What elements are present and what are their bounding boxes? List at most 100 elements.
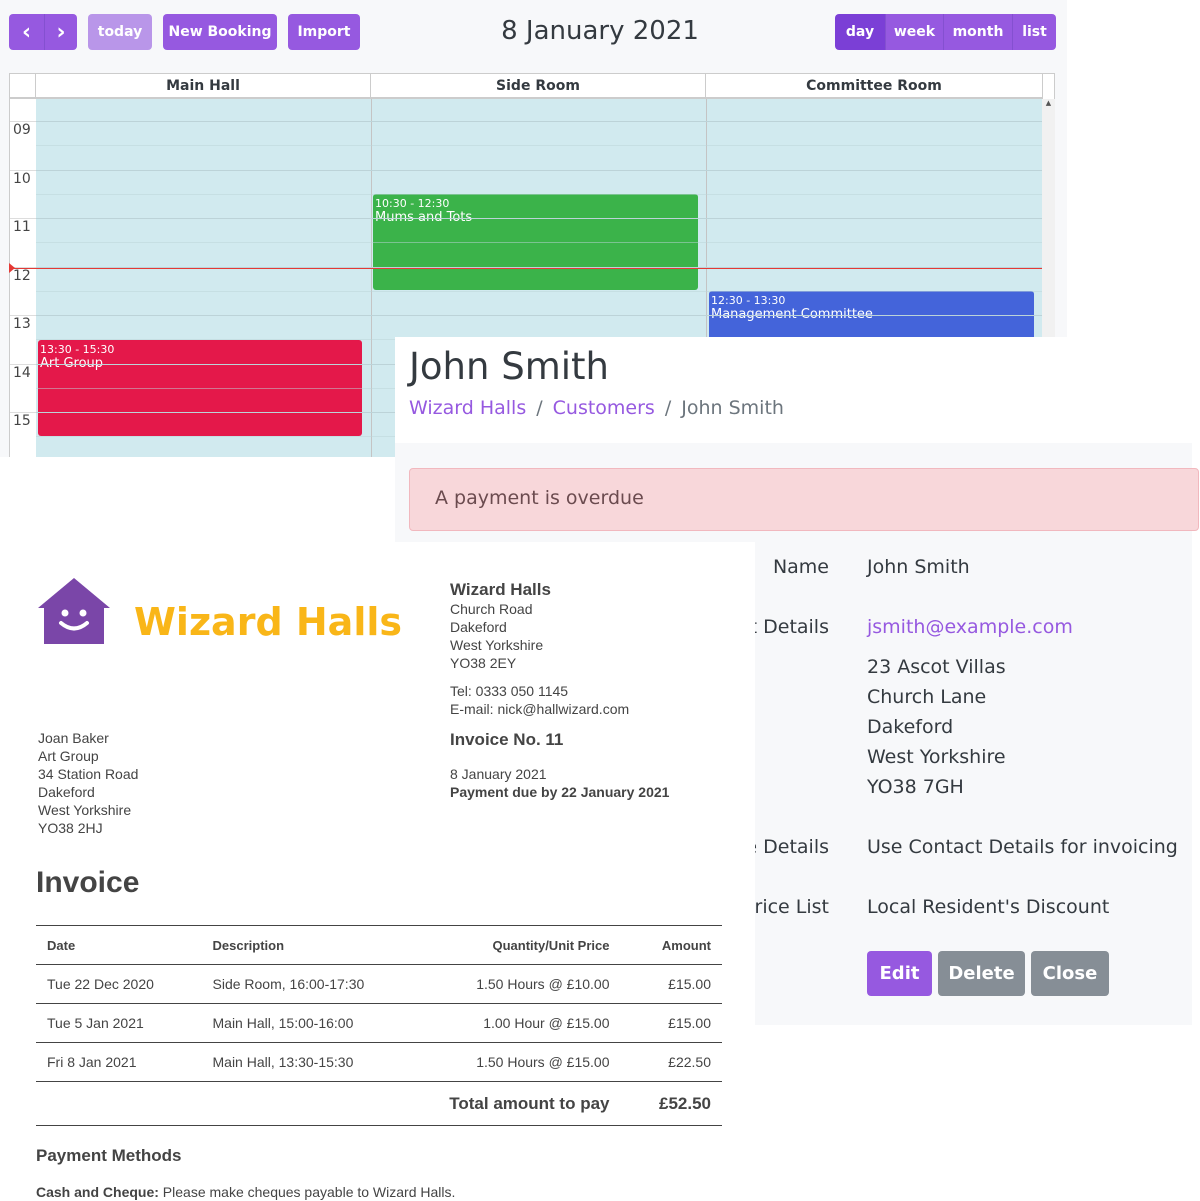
resource-header-side-room: Side Room <box>371 74 706 99</box>
company-email: E-mail: nick@hallwizard.com <box>450 701 630 717</box>
company-address: Church Road Dakeford West Yorkshire YO38 2E… <box>450 600 629 718</box>
breadcrumb-customers[interactable]: Customers <box>552 397 655 419</box>
half-hour-line <box>36 145 1042 147</box>
name-label: Name <box>772 556 829 578</box>
breadcrumb: Wizard Halls / Customers / John Smith <box>409 397 784 419</box>
column-header: Description <box>200 925 423 965</box>
half-hour-line <box>36 290 1042 292</box>
delete-button[interactable]: Delete <box>938 951 1025 996</box>
hour-label: 14 <box>10 363 36 413</box>
invoice-number: Invoice No. 11 <box>450 730 564 749</box>
invoice-table: Date Description Quantity/Unit Price Amount… <box>36 925 722 1126</box>
address-line: West Yorkshire <box>867 746 1006 768</box>
chevron-left-icon: ‹ <box>21 19 32 45</box>
breadcrumb-wizard-halls[interactable]: Wizard Halls <box>409 397 527 419</box>
invoice-date: 8 January 2021 <box>450 766 547 782</box>
cell-amount: £15.00 <box>620 964 722 1004</box>
resource-header-main-hall: Main Hall <box>36 74 371 99</box>
column-divider <box>371 99 372 457</box>
cash-text: Please make cheques payable to Wizard Ha… <box>158 1184 456 1200</box>
price-list-label: Price List <box>743 896 829 918</box>
cell-amount: £22.50 <box>620 1042 722 1082</box>
company-name: Wizard Halls <box>450 580 551 599</box>
customer-header: John Smith Wizard Halls / Customers / John S… <box>395 337 1192 443</box>
hour-label: 12 <box>10 266 36 316</box>
event-title: Mums and Tots <box>375 210 473 225</box>
column-header: Amount <box>620 925 722 965</box>
import-button[interactable]: Import <box>288 14 360 50</box>
chevron-right-icon: › <box>56 19 66 45</box>
address-line: Dakeford <box>450 619 507 635</box>
now-indicator <box>10 268 1042 269</box>
logo-text: Wizard Halls <box>134 600 402 644</box>
prev-button[interactable]: ‹ <box>9 14 44 50</box>
address-line: West Yorkshire <box>38 802 132 818</box>
wizard-halls-logo-icon <box>38 578 110 644</box>
name-value: John Smith <box>867 556 970 578</box>
address-line: Dakeford <box>38 784 95 800</box>
view-list-button[interactable]: list <box>1012 14 1056 50</box>
time-column-header <box>10 74 36 99</box>
cash-label: Cash and Cheque: <box>36 1184 159 1200</box>
cell-description: Main Hall, 13:30-15:30 <box>200 1042 423 1082</box>
calendar-title: 8 January 2021 <box>501 16 699 46</box>
hour-line <box>36 266 1042 268</box>
address-line: YO38 7GH <box>867 776 964 798</box>
hour-label: 15 <box>10 412 36 457</box>
hour-label: 09 <box>10 121 36 170</box>
payment-methods-heading: Payment Methods <box>36 1146 182 1165</box>
event-title: Management Committee <box>711 307 873 322</box>
cell-date: Tue 5 Jan 2021 <box>36 1003 201 1043</box>
overdue-alert: A payment is overdue <box>409 468 1199 531</box>
hour-label: 11 <box>10 218 36 267</box>
next-button[interactable]: › <box>44 14 77 50</box>
total-row: Total amount to pay £52.50 <box>36 1081 722 1126</box>
address-line: Dakeford <box>867 716 954 738</box>
cell-date: Fri 8 Jan 2021 <box>36 1042 201 1082</box>
address-line: Church Road <box>450 601 533 617</box>
cell-quantity: 1.00 Hour @ £15.00 <box>422 1003 621 1043</box>
event-time: 12:30 - 13:30 <box>711 294 786 307</box>
invoice-document: Wizard Halls Wizard Halls Church Road Dak… <box>0 542 755 1200</box>
address-line: Art Group <box>38 748 99 764</box>
hour-label: 10 <box>10 169 36 219</box>
address-line: YO38 2EY <box>450 655 517 671</box>
cell-quantity: 1.50 Hours @ £10.00 <box>422 964 621 1004</box>
new-booking-button[interactable]: New Booking <box>163 14 277 50</box>
close-button[interactable]: Close <box>1031 951 1109 996</box>
view-month-button[interactable]: month <box>943 14 1012 50</box>
today-button[interactable]: today <box>88 14 152 50</box>
invoice-details-value: Use Contact Details for invoicing <box>867 836 1178 858</box>
column-header: Date <box>36 925 201 965</box>
half-hour-line <box>36 193 1042 195</box>
column-header: Quantity/Unit Price <box>422 925 621 965</box>
cell-quantity: 1.50 Hours @ £15.00 <box>422 1042 621 1082</box>
company-tel: Tel: 0333 050 1145 <box>450 683 569 699</box>
resource-header-committee-room: Committee Room <box>706 74 1043 99</box>
recipient-address: Joan Baker Art Group 34 Station Road Dakefo… <box>38 729 138 837</box>
address-line: 23 Ascot Villas <box>867 656 1006 678</box>
event-mums-and-tots[interactable]: 10:30 - 12:30 Mums and Tots <box>373 194 698 290</box>
breadcrumb-current: John Smith <box>681 397 784 419</box>
table-header: Date Description Quantity/Unit Price Amount <box>36 925 722 965</box>
address-line: Church Lane <box>867 686 987 708</box>
now-arrow-icon <box>9 263 15 273</box>
view-week-button[interactable]: week <box>885 14 943 50</box>
address-line: 34 Station Road <box>38 766 139 782</box>
half-hour-line <box>36 242 1042 244</box>
table-row: Tue 5 Jan 2021 Main Hall, 15:00-16:00 1.00… <box>36 1003 722 1043</box>
cell-date: Tue 22 Dec 2020 <box>36 964 201 1004</box>
hour-line <box>36 121 1042 122</box>
event-time: 10:30 - 12:30 <box>375 197 450 210</box>
cell-description: Side Room, 16:00-17:30 <box>200 964 423 1004</box>
invoice-heading: Invoice <box>36 866 140 899</box>
payment-due: Payment due by 22 January 2021 <box>450 784 670 800</box>
cash-cheque-note: Cash and Cheque: Please make cheques pay… <box>36 1183 455 1201</box>
event-time: 13:30 - 15:30 <box>40 343 115 356</box>
email-link[interactable]: jsmith@example.com <box>867 616 1073 638</box>
view-day-button[interactable]: day <box>835 14 885 50</box>
column-divider <box>706 99 707 457</box>
edit-button[interactable]: Edit <box>867 951 932 996</box>
price-list-value: Local Resident's Discount <box>867 896 1110 918</box>
cell-amount: £15.00 <box>620 1003 722 1043</box>
